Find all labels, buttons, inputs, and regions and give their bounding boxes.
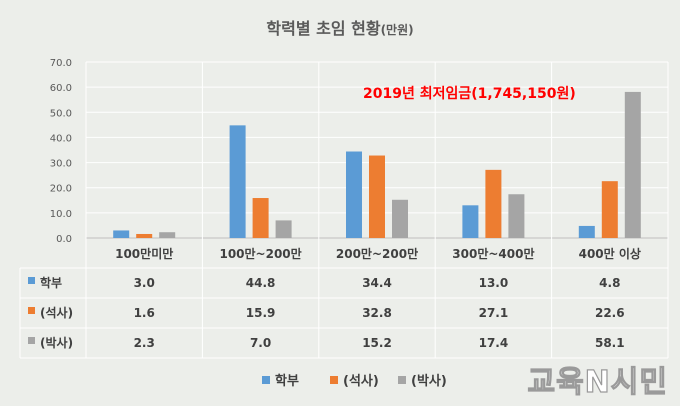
bar-박사-1: [275, 220, 292, 238]
y-tick-label: 50.0: [50, 108, 72, 119]
grid: [19, 61, 669, 359]
bar-박사-2: [392, 199, 408, 238]
legend-label: (석사): [343, 373, 379, 389]
y-tick-label: 70.0: [50, 58, 72, 69]
table-cell: 22.6: [595, 306, 625, 320]
table-cell: 34.4: [362, 276, 392, 290]
bar-석사-4: [601, 181, 618, 238]
legend-swatch: [262, 376, 270, 384]
bar-석사-0: [136, 233, 153, 238]
legend-label: (박사): [411, 373, 447, 389]
y-tick-label: 20.0: [50, 184, 72, 195]
bar-학부-0: [113, 230, 130, 238]
legend: 학부 (석사) (박사): [262, 373, 447, 389]
y-tick-label: 0.0: [56, 234, 72, 245]
table-cell: 4.8: [599, 276, 620, 290]
chart-title-unit: (만원): [381, 22, 414, 37]
table-legend-key: [28, 307, 35, 314]
y-tick-label: 10.0: [50, 209, 72, 220]
legend-swatch: [330, 376, 338, 384]
category-label: 400만 이상: [579, 246, 641, 261]
table-cell: 58.1: [595, 336, 625, 350]
table-cell: 27.1: [479, 306, 509, 320]
table-row-label: (박사): [40, 335, 73, 350]
bar-석사-1: [252, 198, 269, 238]
category-label: 200만~200만: [336, 246, 418, 261]
bar-박사-0: [159, 232, 176, 238]
legend-swatch: [398, 376, 406, 384]
bar-학부-3: [462, 205, 479, 238]
table-cell: 17.4: [479, 336, 509, 350]
chart-title-line: 학력별 초임 현황(만원): [266, 19, 413, 38]
category-labels: 100만미만 100만~200만 200만~200만 300만~400만 400만 이상: [115, 246, 641, 261]
y-tick-label: 60.0: [50, 83, 72, 94]
y-tick-label: 40.0: [50, 133, 72, 144]
table-cell: 13.0: [479, 276, 509, 290]
table-cell: 44.8: [246, 276, 276, 290]
table-cell: 15.2: [362, 336, 392, 350]
table-legend-key: [28, 337, 35, 344]
table-cell: 2.3: [134, 336, 155, 350]
bar-박사-4: [624, 91, 641, 238]
bar-석사-3: [485, 169, 502, 238]
bar-학부-4: [578, 225, 595, 238]
watermark-logo: 교육N시민: [527, 365, 668, 400]
data-table: 학부 3.0 44.8 34.4 13.0 4.8 (석사) 1.6 15.9 32.8 27.1 2…: [28, 275, 625, 350]
table-cell: 1.6: [134, 306, 155, 320]
bar-석사-2: [369, 155, 385, 238]
chart-title: 학력별 초임 현황: [266, 19, 380, 38]
category-label: 300만~400만: [452, 246, 534, 261]
bar-박사-3: [508, 194, 525, 238]
legend-label: 학부: [275, 373, 299, 389]
table-row-label: 학부: [40, 275, 62, 290]
table-cell: 3.0: [134, 276, 155, 290]
table-row-label: (석사): [40, 305, 73, 320]
minimum-wage-annotation: 2019년 최저임금(1,745,150원): [363, 86, 576, 102]
table-cell: 32.8: [362, 306, 392, 320]
table-cell: 7.0: [250, 336, 271, 350]
table-cell: 15.9: [246, 306, 276, 320]
bar-학부-2: [346, 151, 362, 238]
table-legend-key: [28, 277, 35, 284]
bars: [113, 91, 641, 238]
y-axis-ticks: 0.0 10.0 20.0 30.0 40.0 50.0 60.0 70.0: [50, 58, 72, 245]
y-tick-label: 30.0: [50, 159, 72, 170]
category-label: 100만~200만: [219, 246, 301, 261]
bar-학부-1: [229, 125, 246, 238]
category-label: 100만미만: [115, 246, 173, 261]
